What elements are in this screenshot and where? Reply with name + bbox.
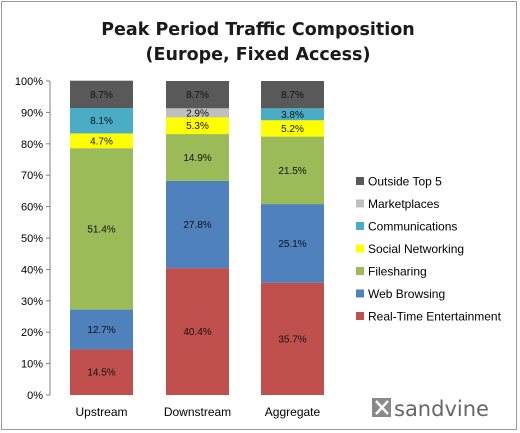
- bar-segment: [70, 133, 133, 149]
- legend-label: Outside Top 5: [368, 175, 442, 189]
- data-label: 8.1%: [90, 116, 113, 127]
- data-label: 35.7%: [278, 334, 306, 345]
- y-tick-label: 10%: [21, 359, 43, 371]
- data-label: 5.3%: [186, 121, 209, 132]
- category-label: Upstream: [75, 405, 127, 419]
- data-label: 8.7%: [186, 90, 209, 101]
- legend-label: Web Browsing: [368, 287, 445, 301]
- legend: Outside Top 5 Marketplaces Communications S…: [356, 175, 502, 324]
- bar-segment: [70, 108, 133, 134]
- bar-segment: [166, 108, 229, 118]
- legend-swatch: [356, 289, 364, 298]
- y-tick-label: 90%: [21, 107, 43, 119]
- bar-segment: [166, 134, 229, 181]
- legend-label: Communications: [368, 220, 457, 234]
- data-label: 21.5%: [278, 166, 306, 177]
- y-axis: 0% 10% 20% 30% 40% 50% 60% 70% 80% 90% 100%: [15, 76, 51, 402]
- legend-label: Social Networking: [368, 242, 464, 256]
- y-tick-label: 40%: [21, 264, 43, 276]
- y-tick-label: 30%: [21, 296, 43, 308]
- chart-subtitle: (Europe, Fixed Access): [146, 45, 371, 65]
- data-label: 5.2%: [281, 124, 304, 135]
- y-tick-label: 70%: [21, 170, 43, 182]
- legend-label: Real-Time Entertainment: [368, 310, 502, 324]
- bar-segment: [70, 148, 133, 310]
- legend-swatch: [356, 199, 364, 208]
- legend-swatch: [356, 312, 364, 320]
- bar-segment: [166, 180, 229, 269]
- bar-segment: [70, 80, 133, 109]
- y-tick-label: 100%: [15, 76, 43, 88]
- data-label: 51.4%: [87, 224, 115, 235]
- data-label: 40.4%: [183, 327, 211, 338]
- x-axis: Upstream Downstream Aggregate: [75, 405, 320, 419]
- bar-segment: [261, 282, 324, 395]
- data-label: 8.7%: [281, 90, 304, 101]
- data-label: 12.7%: [87, 325, 115, 336]
- legend-label: Filesharing: [368, 265, 427, 279]
- data-label: 14.5%: [87, 368, 115, 379]
- y-tick-label: 20%: [21, 327, 43, 339]
- brand-name: sandvine: [394, 397, 489, 421]
- legend-swatch: [356, 244, 364, 253]
- legend-swatch: [356, 267, 364, 275]
- y-tick-label: 50%: [21, 233, 43, 245]
- bar-segment: [70, 309, 133, 350]
- bar-segment: [70, 349, 133, 395]
- legend-label: Marketplaces: [368, 197, 439, 211]
- data-label: 14.9%: [183, 153, 211, 164]
- bar-segment: [166, 268, 229, 395]
- bar-segment: [261, 81, 324, 109]
- data-label: 27.8%: [183, 220, 211, 231]
- bar-segment: [261, 108, 324, 121]
- legend-swatch: [356, 177, 364, 185]
- chart-title: Peak Period Traffic Composition: [101, 20, 415, 40]
- sandvine-logo-icon: sandvine: [372, 397, 489, 421]
- bar-segment: [166, 81, 229, 109]
- bars-group: 14.5% 12.7% 51.4% 4.7% 8.1% 8.7% 40.4% 27.8% 14.…: [70, 80, 324, 395]
- legend-swatch: [356, 222, 364, 230]
- data-label: 2.9%: [186, 108, 209, 119]
- category-label: Downstream: [164, 405, 231, 419]
- data-label: 4.7%: [90, 136, 113, 147]
- bar-segment: [261, 120, 324, 137]
- bar-segment: [261, 136, 324, 205]
- bar-segment: [166, 117, 229, 135]
- bar-segment: [261, 204, 324, 283]
- data-label: 3.8%: [281, 110, 304, 121]
- y-tick-label: 60%: [21, 202, 43, 214]
- data-label: 25.1%: [278, 239, 306, 250]
- y-tick-label: 0%: [27, 390, 43, 402]
- data-label: 8.7%: [90, 90, 113, 101]
- category-label: Aggregate: [265, 405, 321, 419]
- y-tick-label: 80%: [21, 139, 43, 151]
